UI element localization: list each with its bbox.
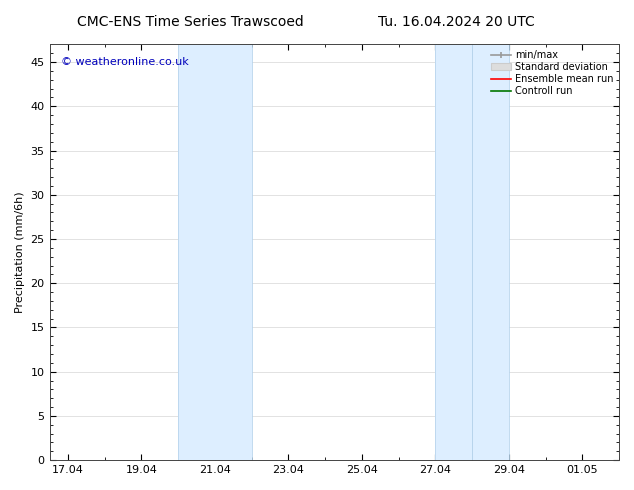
Text: CMC-ENS Time Series Trawscoed: CMC-ENS Time Series Trawscoed [77,15,304,29]
Text: Tu. 16.04.2024 20 UTC: Tu. 16.04.2024 20 UTC [378,15,535,29]
Bar [472,45,508,460]
Y-axis label: Precipitation (mm/6h): Precipitation (mm/6h) [15,192,25,313]
Bar [178,45,252,460]
Text: © weatheronline.co.uk: © weatheronline.co.uk [61,57,189,67]
Bar [436,45,472,460]
Legend: min/max, Standard deviation, Ensemble mean run, Controll run: min/max, Standard deviation, Ensemble me… [488,47,617,100]
